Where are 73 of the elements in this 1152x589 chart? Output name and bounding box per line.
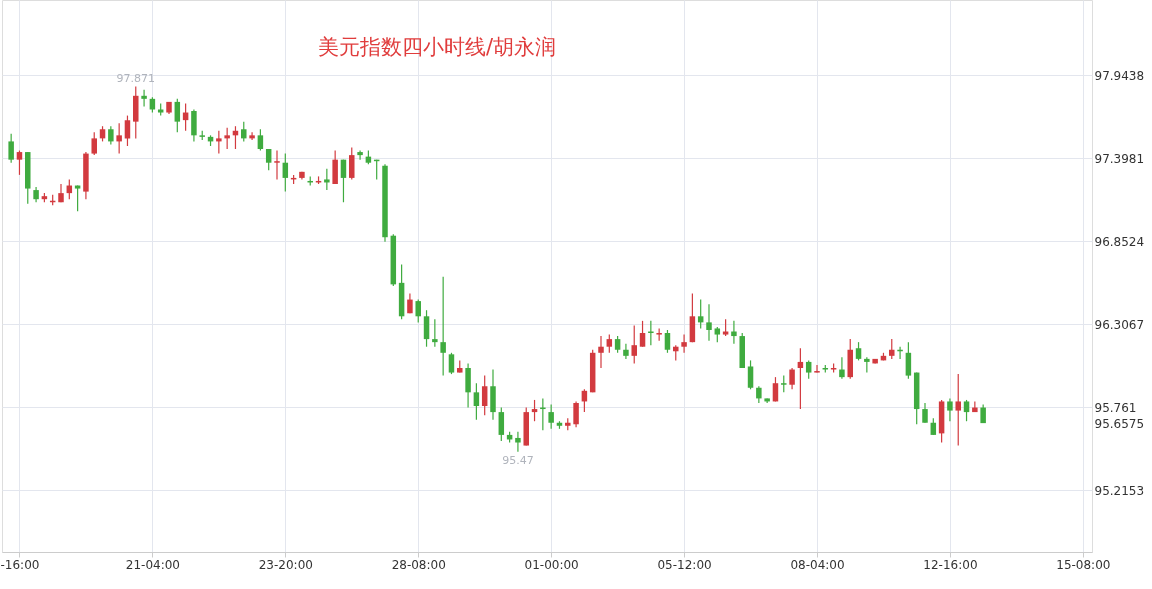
x-tick-label: 21-04:00	[125, 557, 180, 572]
candlestick	[241, 121, 247, 143]
candlestick	[340, 159, 347, 203]
annotation: 95.47	[502, 453, 534, 467]
candlestick	[697, 298, 704, 330]
x-tick-label: 15-08:00	[1056, 557, 1111, 572]
text: 美元指数四小时线/胡永润	[317, 35, 557, 59]
candlestick	[16, 149, 23, 176]
candlestick	[481, 375, 488, 416]
x-tick-label: 01-00:00	[524, 557, 579, 572]
x-tick-label: 28-08:00	[391, 557, 446, 572]
candlestick	[814, 364, 820, 374]
y-tick-label: 95.6575	[1094, 416, 1145, 431]
candlestick	[8, 133, 14, 164]
candlestick	[91, 131, 97, 156]
candlestick	[415, 298, 421, 323]
candlestick	[141, 89, 147, 108]
candlestick	[124, 114, 131, 147]
candlestick	[423, 309, 430, 348]
candlestick	[573, 400, 579, 428]
candlestick	[448, 352, 455, 375]
candlestick	[216, 130, 222, 155]
candlestick	[274, 149, 280, 181]
candlestick	[498, 406, 505, 442]
candlestick	[747, 359, 754, 390]
x-tick-label: 23-20:00	[258, 557, 313, 572]
x-tick-label: 12-16:00	[923, 557, 978, 572]
y-tick-label: 97.9438	[1094, 68, 1145, 83]
candlestick	[922, 402, 928, 424]
candlestick	[855, 341, 862, 361]
candlestick	[108, 125, 114, 146]
candlestick	[357, 149, 363, 161]
candlestick	[249, 131, 255, 141]
candlestick	[731, 320, 737, 345]
candlestick	[905, 341, 912, 380]
candlestick	[681, 333, 687, 354]
candlestick	[515, 431, 521, 453]
candlestick	[606, 333, 613, 354]
candlestick	[664, 329, 671, 354]
x-tick-label: 08-04:00	[790, 557, 845, 572]
candlestick	[706, 303, 712, 342]
x-tick-label: -16:00	[0, 557, 40, 572]
annotation: 97.871	[116, 71, 156, 85]
candlestick	[631, 324, 637, 365]
y-tick-label: 96.3067	[1094, 317, 1145, 332]
candlestick	[772, 376, 779, 403]
candlestick	[257, 128, 264, 152]
candlestick	[805, 359, 812, 380]
candlestick	[224, 127, 230, 150]
candlestick	[432, 318, 438, 348]
candlestick	[324, 168, 330, 191]
candlestick	[473, 382, 480, 421]
candlestick	[598, 335, 604, 369]
y-tick-label: 96.8524	[1094, 234, 1145, 249]
candlestick	[955, 373, 961, 447]
y-tick-label: 97.3981	[1094, 151, 1145, 166]
x-tick-label: 05-12:00	[657, 557, 712, 572]
candlestick	[440, 276, 446, 377]
candlestick	[623, 343, 629, 360]
y-tick-label: 95.761	[1094, 400, 1137, 415]
candlestick	[963, 399, 970, 422]
candlestick	[349, 146, 355, 181]
candlestick	[839, 356, 845, 380]
candlestick	[116, 122, 122, 155]
candlestick	[947, 397, 953, 422]
candlestick	[797, 347, 804, 410]
candlestick	[639, 320, 646, 348]
candlestick	[889, 338, 895, 360]
candlestick	[789, 367, 795, 390]
candlestick	[174, 98, 181, 133]
y-tick-label: 95.2153	[1094, 483, 1145, 498]
candlestick	[548, 403, 554, 430]
candlestick	[265, 148, 272, 171]
